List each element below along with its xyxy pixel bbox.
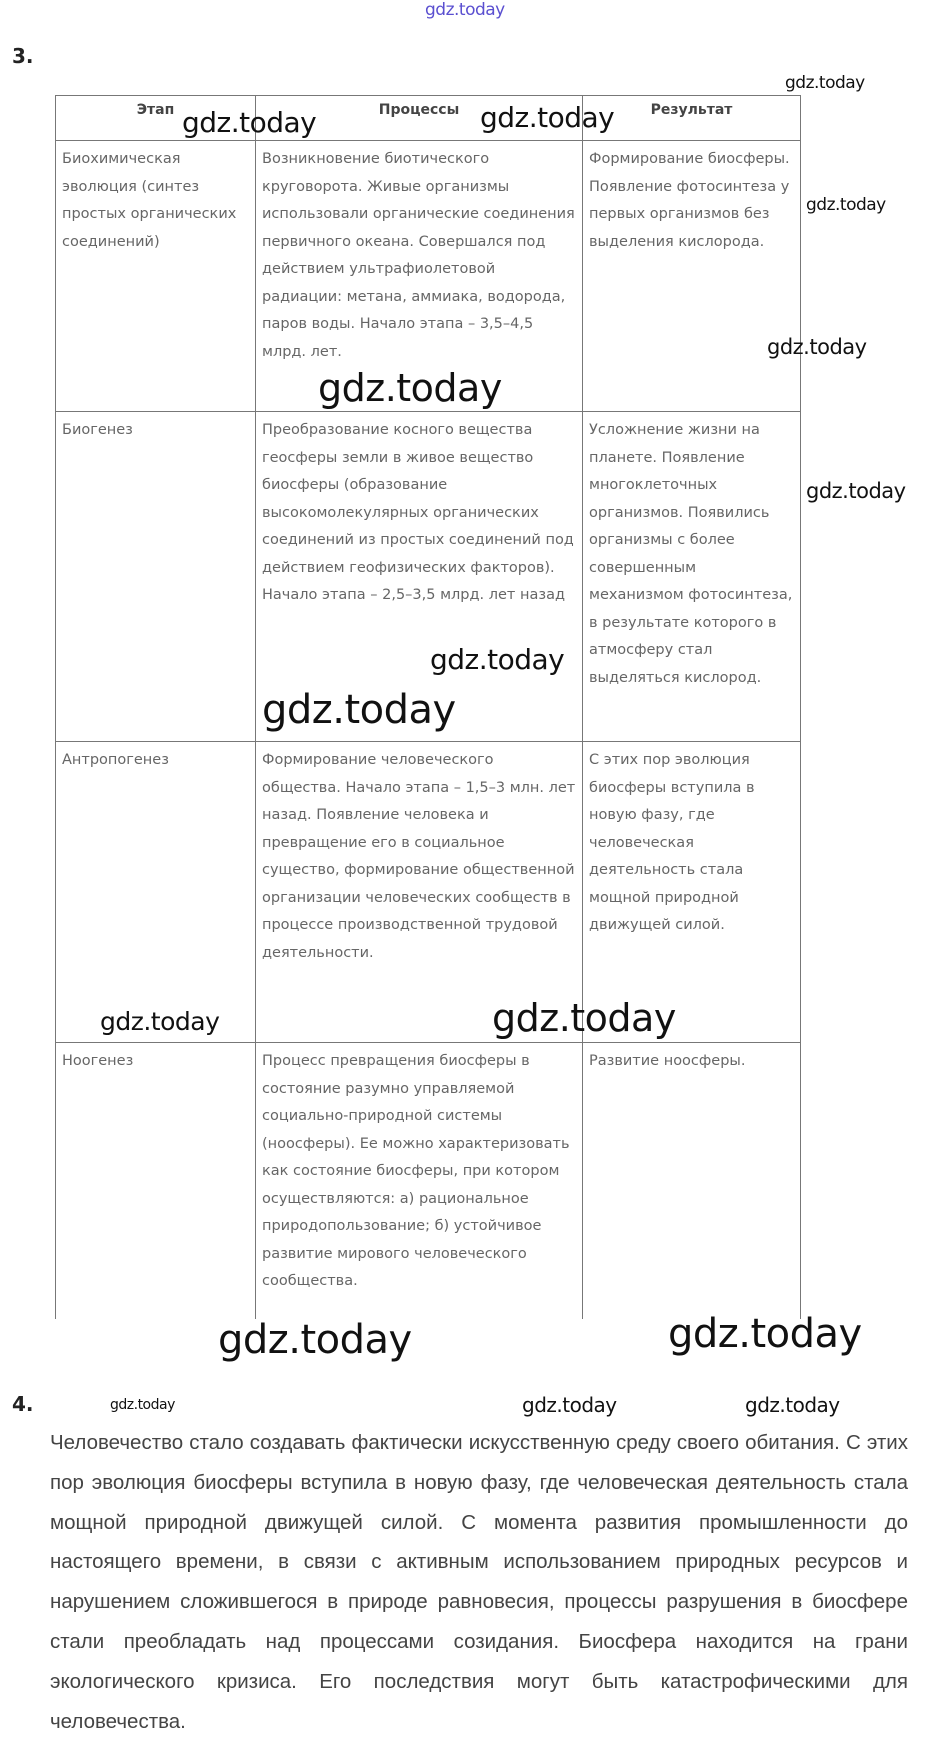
cell-processes: Формирование человеческого общества. Нач… xyxy=(255,741,583,1043)
watermark: gdz.today xyxy=(480,101,615,134)
watermark: gdz.today xyxy=(785,73,865,93)
task-3-number: 3. xyxy=(12,44,34,68)
watermark: gdz.today xyxy=(262,687,456,733)
watermark: gdz.today xyxy=(182,106,317,139)
watermark: gdz.today xyxy=(767,335,867,359)
header-stage: Этап xyxy=(55,95,256,141)
cell-stage: Антропогенез xyxy=(55,741,256,1043)
watermark: gdz.today xyxy=(430,643,565,676)
cell-result: Развитие ноосферы. xyxy=(582,1042,801,1319)
watermark: gdz.today xyxy=(668,1311,862,1357)
table-row: Биогенез Преобразование косного вещества… xyxy=(55,411,801,742)
watermark: gdz.today xyxy=(492,996,676,1040)
header-result: Результат xyxy=(582,95,801,141)
watermark: gdz.today xyxy=(318,366,502,410)
watermark: gdz.today xyxy=(218,1317,412,1363)
watermark: gdz.today xyxy=(110,1397,175,1413)
cell-result: С этих пор эволюция биосферы вступила в … xyxy=(582,741,801,1043)
table-row: Биохимическая эволюция (синтез простых о… xyxy=(55,140,801,412)
cell-stage: Биогенез xyxy=(55,411,256,742)
evolution-stages-table: Этап Процессы Результат Биохимическая эв… xyxy=(55,95,801,1319)
cell-stage: Биохимическая эволюция (синтез простых о… xyxy=(55,140,256,412)
table-header-row: Этап Процессы Результат xyxy=(55,95,801,141)
watermark: gdz.today xyxy=(522,1393,617,1417)
watermark: gdz.today xyxy=(806,195,886,215)
cell-result: Усложнение жизни на планете. Появление м… xyxy=(582,411,801,742)
table-row: Антропогенез Формирование человеческого … xyxy=(55,741,801,1043)
task-4-number: 4. xyxy=(12,1392,34,1416)
cell-stage: Ноогенез xyxy=(55,1042,256,1319)
task-4-answer: Человечество стало создавать фактически … xyxy=(50,1431,908,1733)
cell-result: Формирование биосферы. Появление фотосин… xyxy=(582,140,801,412)
watermark: gdz.today xyxy=(425,0,505,20)
cell-processes: Процесс превращения биосферы в состояние… xyxy=(255,1042,583,1319)
cell-processes: Преобразование косного вещества геосферы… xyxy=(255,411,583,742)
watermark: gdz.today xyxy=(806,479,906,503)
cell-processes: Возникновение биотического круговорота. … xyxy=(255,140,583,412)
watermark: gdz.today xyxy=(100,1007,220,1036)
header-processes: Процессы xyxy=(255,95,583,141)
watermark: gdz.today xyxy=(745,1393,840,1417)
table-row: Ноогенез Процесс превращения биосферы в … xyxy=(55,1042,801,1319)
